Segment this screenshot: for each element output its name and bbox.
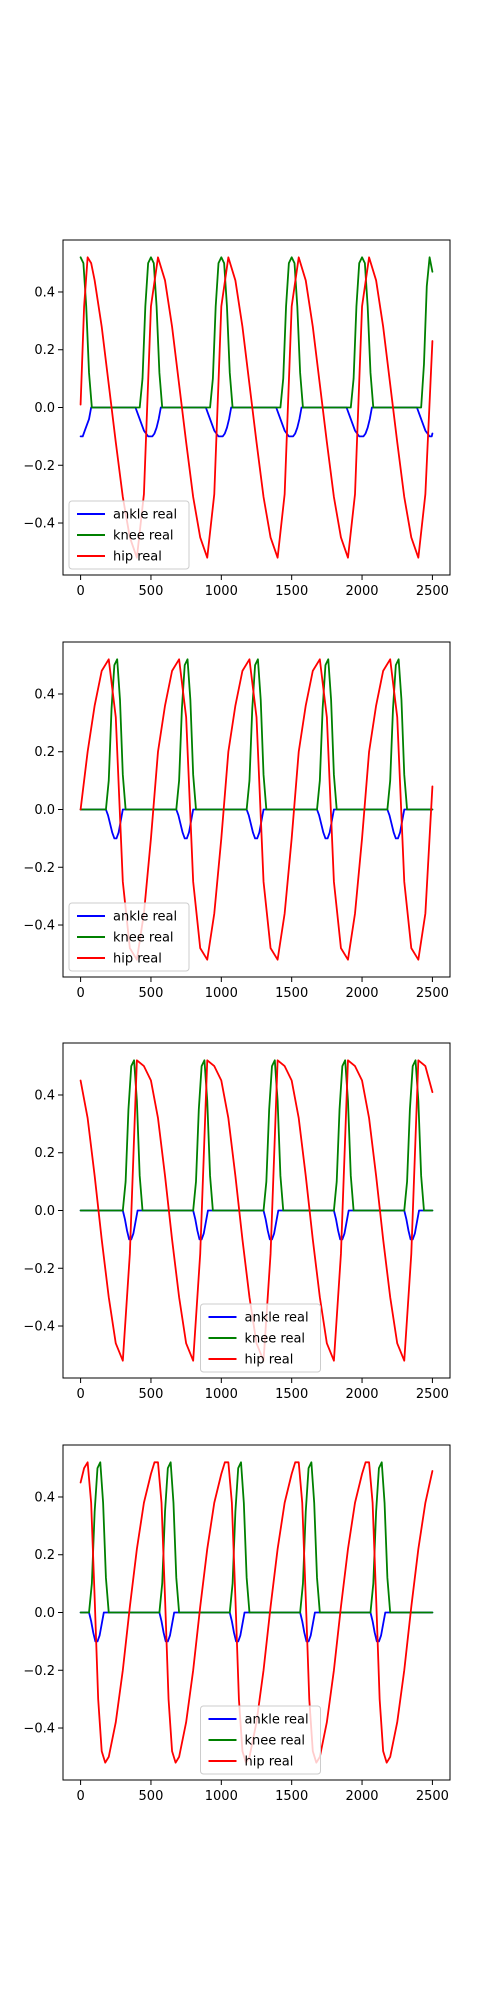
y-tick-label: −0.2 — [23, 1262, 55, 1277]
y-tick-label: −0.2 — [23, 861, 55, 876]
x-tick-label: 1000 — [205, 986, 238, 1001]
y-tick-label: −0.4 — [23, 1722, 55, 1737]
y-tick-label: 0.0 — [34, 401, 55, 416]
y-tick-label: −0.4 — [23, 517, 55, 532]
legend: ankle real knee real hip real — [68, 500, 190, 570]
x-tick-label: 2000 — [345, 986, 378, 1001]
legend-box — [200, 1303, 321, 1373]
y-tick-label: 0.4 — [34, 1490, 55, 1505]
subplot-1: 0 500 1000 1500 2000 2500 −0.4 −0.2 0.0 0.2 0.4 ank… — [23, 239, 451, 599]
y-tick-label: 0.0 — [34, 803, 55, 818]
series-line-knee-real — [79, 1461, 434, 1614]
subplot-4: 0 500 1000 1500 2000 2500 −0.4 −0.2 0.0 0.2 0.4 ank… — [23, 1444, 451, 1804]
x-tick-label: 500 — [139, 1789, 164, 1804]
y-tick-label: −0.2 — [23, 459, 55, 474]
x-tick-label: 500 — [139, 986, 164, 1001]
y-tick-label: 0.4 — [34, 285, 55, 300]
x-tick-label: 2500 — [416, 1789, 449, 1804]
x-tick-label: 1500 — [275, 986, 308, 1001]
series-line-knee-real — [79, 1059, 434, 1212]
y-tick-label: −0.4 — [23, 1320, 55, 1335]
x-tick-label: 2500 — [416, 986, 449, 1001]
legend-label-hip-real: hip real — [113, 952, 162, 967]
y-tick-label: 0.4 — [34, 687, 55, 702]
legend-label-hip-real: hip real — [245, 1353, 294, 1368]
x-tick-label: 0 — [76, 1387, 84, 1402]
legend-label-ankle-real: ankle real — [245, 1311, 309, 1326]
y-tick-label: 0.0 — [34, 1606, 55, 1621]
legend-label-hip-real: hip real — [245, 1755, 294, 1770]
y-tick-label: 0.4 — [34, 1088, 55, 1103]
x-tick-label: 1500 — [275, 1789, 308, 1804]
legend-label-hip-real: hip real — [113, 550, 162, 565]
y-tick-label: 0.2 — [34, 1146, 55, 1161]
legend-label-ankle-real: ankle real — [113, 910, 177, 925]
legend-label-ankle-real: ankle real — [113, 508, 177, 523]
legend-box — [68, 902, 190, 972]
x-tick-label: 2000 — [345, 1789, 378, 1804]
x-tick-label: 0 — [76, 1789, 84, 1804]
x-tick-label: 2000 — [345, 584, 378, 599]
y-tick-label: 0.2 — [34, 1548, 55, 1563]
series-line-knee-real — [79, 256, 434, 409]
y-tick-label: −0.4 — [23, 919, 55, 934]
x-tick-label: 1000 — [205, 584, 238, 599]
subplot-3: 0 500 1000 1500 2000 2500 −0.4 −0.2 0.0 0.2 0.4 ank… — [23, 1042, 451, 1402]
y-tick-label: −0.2 — [23, 1664, 55, 1679]
x-tick-label: 1000 — [205, 1789, 238, 1804]
legend-label-ankle-real: ankle real — [245, 1713, 309, 1728]
legend: ankle real knee real hip real — [68, 902, 190, 972]
x-tick-label: 1000 — [205, 1387, 238, 1402]
x-tick-label: 500 — [139, 584, 164, 599]
x-tick-label: 0 — [76, 986, 84, 1001]
legend-label-knee-real: knee real — [245, 1332, 306, 1347]
legend: ankle real knee real hip real — [200, 1705, 321, 1775]
legend: ankle real knee real hip real — [200, 1303, 321, 1373]
x-tick-label: 500 — [139, 1387, 164, 1402]
x-tick-label: 1500 — [275, 584, 308, 599]
subplots-container: 0 500 1000 1500 2000 2500 −0.4 −0.2 0.0 0.2 0.4 ank… — [23, 239, 451, 1804]
x-tick-label: 2500 — [416, 1387, 449, 1402]
legend-label-knee-real: knee real — [113, 529, 174, 544]
x-tick-label: 2500 — [416, 584, 449, 599]
x-tick-label: 1500 — [275, 1387, 308, 1402]
legend-box — [68, 500, 190, 570]
subplot-2: 0 500 1000 1500 2000 2500 −0.4 −0.2 0.0 0.2 0.4 ank… — [23, 641, 451, 1001]
y-tick-label: 0.0 — [34, 1204, 55, 1219]
legend-label-knee-real: knee real — [113, 931, 174, 946]
y-tick-label: 0.2 — [34, 343, 55, 358]
y-tick-label: 0.2 — [34, 745, 55, 760]
x-tick-label: 2000 — [345, 1387, 378, 1402]
series-line-knee-real — [79, 658, 434, 811]
legend-box — [200, 1705, 321, 1775]
x-tick-label: 0 — [76, 584, 84, 599]
legend-label-knee-real: knee real — [245, 1734, 306, 1749]
